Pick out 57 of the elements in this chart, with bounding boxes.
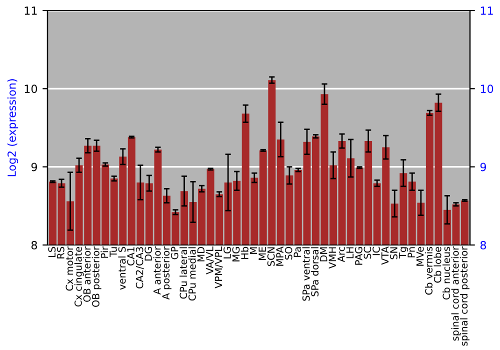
- x-tick-label: VTA: [381, 246, 389, 265]
- x-tick-label: ME: [258, 247, 266, 260]
- x-tick-label: LH: [346, 247, 354, 258]
- x-tick-label: GP: [170, 246, 178, 260]
- x-tick-label: RS: [56, 246, 64, 258]
- x-tick-label: MG: [232, 247, 240, 262]
- y2-tick-label: 10: [480, 84, 494, 94]
- x-tick-label: spinal cord anterior: [451, 246, 461, 341]
- x-tick-label: SO: [284, 246, 292, 260]
- x-tick-label: OB posterior: [92, 246, 102, 307]
- x-tick-label: CA2/CA3: [136, 247, 144, 288]
- x-tick-label: DM: [320, 247, 328, 262]
- x-tick-label: M: [250, 247, 258, 254]
- x-tick-label: spinal cord posterior: [460, 246, 470, 346]
- x-tick-label: SPa dorsal: [311, 247, 319, 296]
- x-tick-label: VPM/VPL: [214, 246, 223, 288]
- x-tick-label: Cb nucleus: [442, 246, 450, 300]
- x-tick-label: SCN: [267, 247, 275, 266]
- x-tick-label: PAG: [355, 247, 362, 265]
- x-tick-label: Tu: [110, 247, 117, 258]
- y-tick-label: 9: [31, 162, 37, 172]
- x-tick-label: DG: [144, 247, 152, 260]
- x-tick-label: SC: [364, 246, 372, 259]
- x-tick-label: Pir: [100, 246, 108, 258]
- x-tick-label: LS: [48, 246, 56, 258]
- x-tick-label: Cx cingulate: [74, 246, 84, 306]
- x-tick-label: A anterior: [153, 246, 161, 295]
- x-tick-label: VMH: [328, 247, 336, 269]
- x-tick-label: A posterior: [162, 246, 172, 300]
- x-tick-label: ventral S: [118, 246, 126, 290]
- y-tick-label: 8: [31, 240, 38, 250]
- x-tick-label: OB anterior: [83, 246, 91, 302]
- x-tick-label: MVe: [416, 246, 424, 266]
- y-tick-label: 11: [24, 6, 37, 15]
- x-tick-label: CPu lateral: [180, 247, 188, 299]
- x-tick-label: Arc: [338, 246, 345, 262]
- x-tick-label: Hb: [240, 246, 248, 259]
- y-tick-label: 10: [24, 84, 38, 94]
- x-tick-label: Tg: [398, 247, 408, 259]
- x-tick-label: IC: [372, 246, 380, 256]
- x-tick-label: MPA: [276, 246, 284, 266]
- x-tick-label: CA1: [127, 247, 134, 266]
- x-tick-label: SN: [390, 247, 398, 260]
- y2-tick-label: 9: [480, 162, 486, 172]
- x-tick-label: Cb lobe: [434, 246, 442, 283]
- x-tick-label: VA/VL: [206, 246, 214, 274]
- x-tick-label: Cx motor: [66, 246, 74, 291]
- x-tick-label: Pn: [408, 247, 415, 258]
- x-tick-label: LG: [224, 247, 231, 258]
- y2-tick-label: 8: [480, 240, 486, 250]
- y2-tick-label: 11: [480, 6, 493, 15]
- x-tick-label: SPa ventral: [302, 247, 310, 301]
- x-tick-label: Cb vermis: [424, 246, 432, 295]
- x-tick-label: Pa: [294, 247, 302, 257]
- x-tick-label: CPu medial: [188, 247, 196, 301]
- x-tick-label: MD: [197, 246, 204, 262]
- y-axis-title: Log2 (expression): [7, 79, 18, 176]
